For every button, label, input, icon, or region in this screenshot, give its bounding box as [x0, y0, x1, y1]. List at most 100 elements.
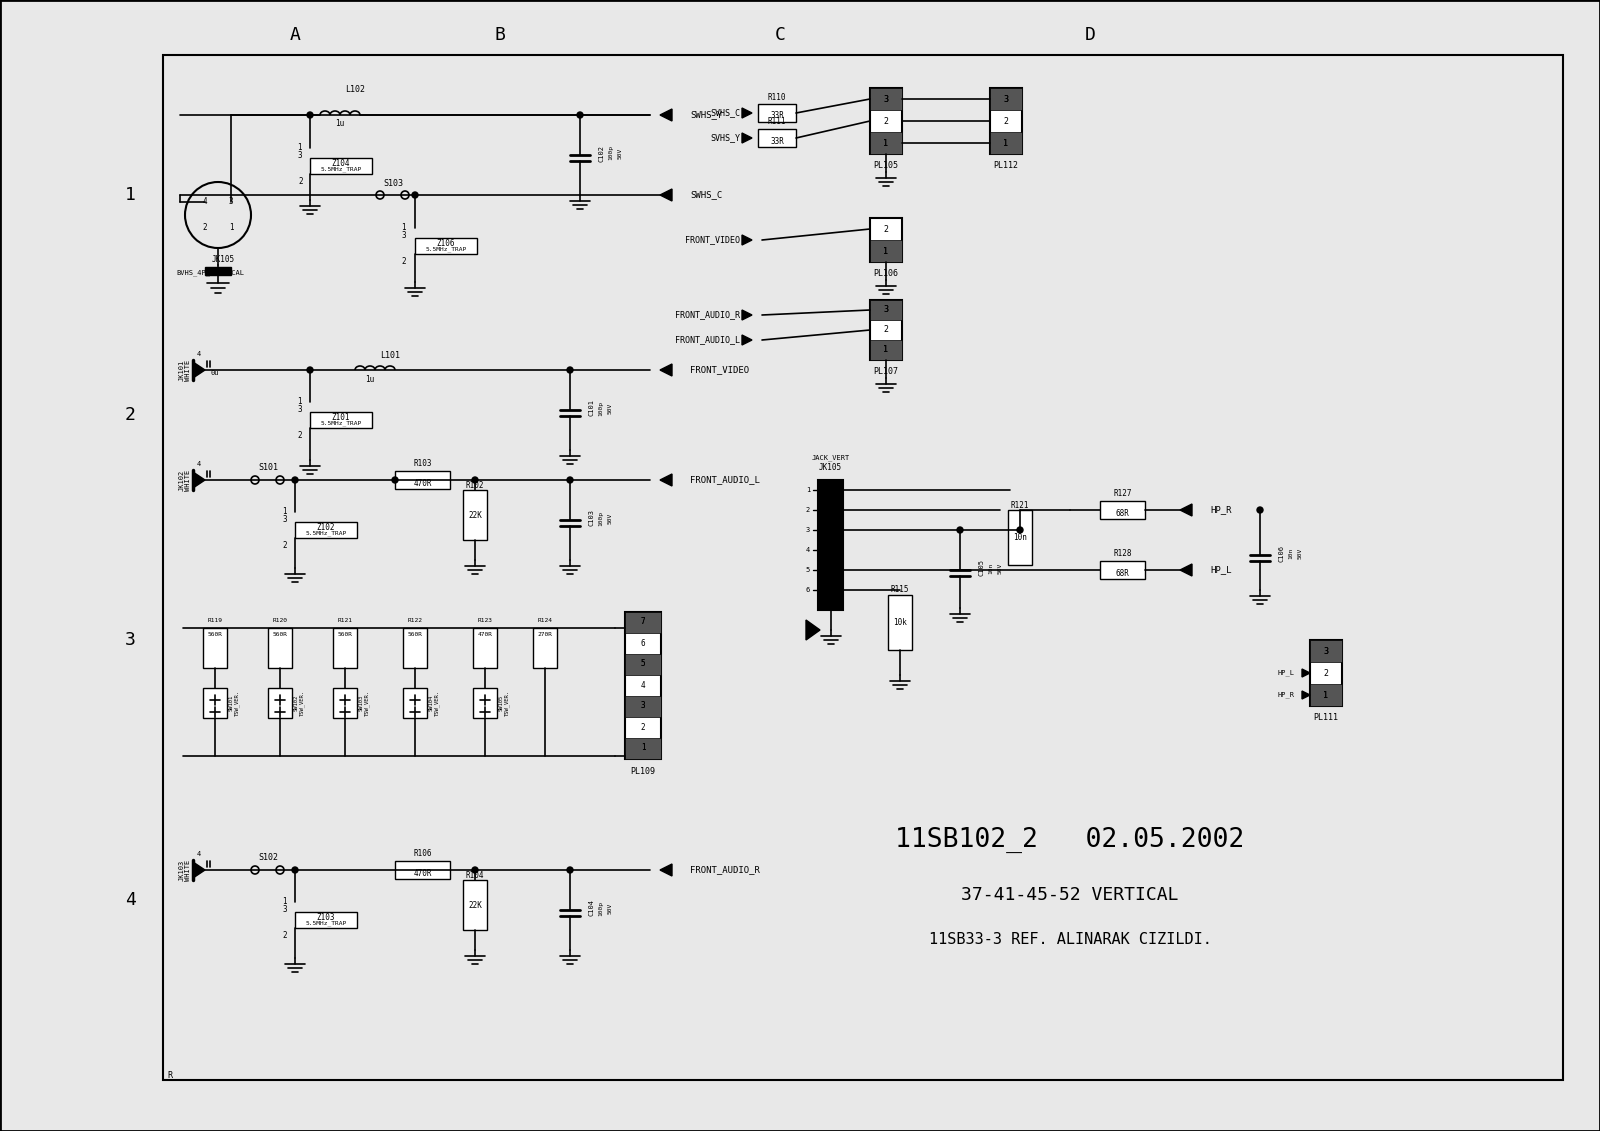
Bar	[870, 88, 902, 154]
Polygon shape	[661, 364, 672, 375]
Bar	[462, 490, 486, 539]
Text: 10n: 10n	[1013, 533, 1027, 542]
Text: FRONT_AUDIO_R: FRONT_AUDIO_R	[675, 311, 739, 319]
Text: 50V: 50V	[608, 403, 613, 414]
Text: 1: 1	[1003, 138, 1008, 147]
Text: WHITE: WHITE	[186, 360, 190, 381]
Bar	[888, 595, 912, 650]
Text: 22K: 22K	[469, 510, 482, 519]
Text: 5: 5	[640, 659, 645, 668]
Text: L101: L101	[381, 351, 400, 360]
Text: C101: C101	[589, 399, 594, 416]
Polygon shape	[1181, 564, 1192, 576]
Bar	[758, 129, 797, 147]
Bar	[474, 688, 498, 718]
Text: R122: R122	[408, 618, 422, 622]
Text: 3: 3	[1003, 95, 1008, 104]
Text: S103: S103	[382, 179, 403, 188]
Text: R103: R103	[413, 459, 432, 468]
Text: 1: 1	[640, 743, 645, 752]
Text: 2: 2	[1003, 116, 1008, 126]
Text: 11SB102_2   02.05.2002: 11SB102_2 02.05.2002	[896, 827, 1245, 853]
Text: 50V: 50V	[608, 512, 613, 524]
Text: 1: 1	[125, 185, 136, 204]
Text: 1: 1	[883, 138, 888, 147]
Polygon shape	[742, 335, 752, 345]
Text: 1: 1	[282, 508, 286, 517]
Text: 3: 3	[1323, 647, 1328, 656]
Text: 33R: 33R	[770, 137, 784, 146]
Text: 100p: 100p	[608, 146, 613, 161]
Text: 3: 3	[282, 905, 286, 914]
Bar	[626, 696, 661, 717]
Polygon shape	[661, 189, 672, 201]
Text: SW103: SW103	[358, 694, 363, 711]
Text: R124: R124	[538, 618, 552, 622]
Bar	[474, 628, 498, 668]
Bar	[163, 55, 1563, 1080]
Text: 3: 3	[298, 405, 302, 414]
Text: 5.5MHz_TRAP: 5.5MHz_TRAP	[426, 247, 467, 252]
Text: WHITE: WHITE	[186, 860, 190, 881]
Text: A: A	[290, 26, 301, 44]
Text: 7: 7	[640, 618, 645, 627]
Bar	[1310, 640, 1342, 662]
Text: C: C	[774, 26, 786, 44]
Text: PL111: PL111	[1314, 713, 1339, 722]
Text: 1: 1	[197, 867, 202, 873]
Bar	[203, 688, 227, 718]
Text: 1: 1	[883, 138, 888, 147]
Text: C102: C102	[598, 145, 605, 162]
Text: 2: 2	[282, 932, 286, 941]
Bar	[203, 628, 227, 668]
Text: 2: 2	[1323, 668, 1328, 677]
Text: 3: 3	[1323, 647, 1328, 656]
Text: L102: L102	[346, 86, 365, 95]
Text: JK105: JK105	[819, 464, 842, 473]
Text: 50V: 50V	[998, 562, 1003, 573]
Text: R119: R119	[208, 618, 222, 622]
Bar	[870, 300, 902, 360]
Polygon shape	[1302, 691, 1310, 699]
Text: 3: 3	[640, 701, 645, 710]
Text: 270R: 270R	[538, 632, 552, 638]
Text: FRONT_AUDIO_L: FRONT_AUDIO_L	[675, 336, 739, 345]
Bar	[1101, 501, 1146, 519]
Text: 3: 3	[229, 198, 234, 207]
Bar	[626, 612, 661, 633]
Text: JK105: JK105	[211, 256, 235, 265]
Text: 1: 1	[282, 898, 286, 907]
Bar	[1101, 561, 1146, 579]
Circle shape	[472, 477, 478, 483]
Text: 11SB33-3 REF. ALINARAK CIZILDI.: 11SB33-3 REF. ALINARAK CIZILDI.	[928, 932, 1211, 948]
Text: 470R: 470R	[413, 478, 432, 487]
Text: SWHS_C: SWHS_C	[690, 190, 722, 199]
Text: 3: 3	[883, 95, 888, 104]
Text: SVHS_C: SVHS_C	[710, 109, 739, 118]
Text: 1: 1	[197, 366, 202, 373]
Bar	[870, 240, 902, 262]
Text: C105: C105	[978, 560, 984, 577]
Text: SWHS_Y: SWHS_Y	[690, 111, 722, 120]
Text: R121: R121	[338, 618, 352, 622]
Text: 3: 3	[883, 95, 888, 104]
Text: PL107: PL107	[874, 366, 899, 375]
Bar	[403, 628, 427, 668]
Circle shape	[413, 192, 418, 198]
Text: 4: 4	[197, 461, 202, 467]
Text: 1: 1	[883, 247, 888, 256]
Polygon shape	[742, 235, 752, 245]
Text: R102: R102	[466, 481, 485, 490]
Text: R120: R120	[272, 618, 288, 622]
Text: 560R: 560R	[208, 632, 222, 638]
Text: WHITE: WHITE	[186, 469, 190, 491]
Polygon shape	[194, 472, 205, 487]
Bar	[1310, 684, 1342, 706]
Bar	[990, 88, 1022, 110]
Text: 5.5MHz_TRAP: 5.5MHz_TRAP	[306, 530, 347, 536]
Bar	[462, 880, 486, 930]
Bar	[990, 88, 1022, 154]
Text: 100p: 100p	[598, 400, 603, 415]
Text: 2: 2	[883, 326, 888, 335]
Text: TSW_VER.: TSW_VER.	[234, 690, 240, 716]
